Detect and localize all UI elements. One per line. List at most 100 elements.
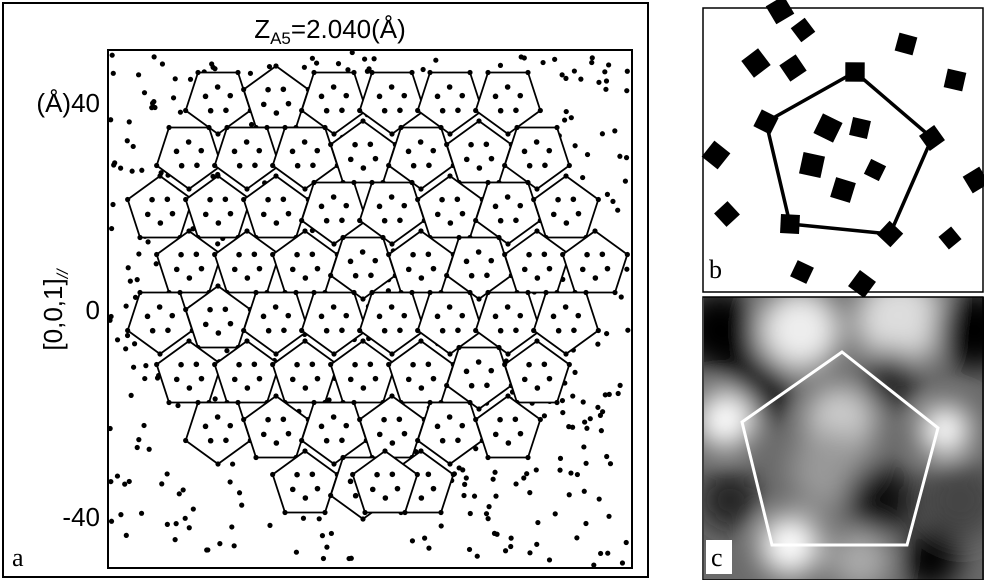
atom-dot — [227, 93, 233, 99]
atom-dot — [286, 211, 292, 217]
atom-dot — [122, 482, 127, 487]
vertex-dot — [505, 241, 510, 246]
atom-dot — [377, 204, 383, 210]
vertex-dot — [418, 448, 423, 453]
atom-dot — [237, 490, 242, 495]
atom-dot — [303, 385, 309, 391]
atom-dot — [526, 362, 532, 368]
atom-dot — [125, 138, 130, 143]
atom-dot — [563, 76, 568, 81]
atom-dot — [368, 272, 374, 278]
vertex-dot — [183, 307, 188, 312]
atom-dot — [124, 303, 129, 308]
atom-dot — [624, 155, 629, 160]
atom-dot — [534, 542, 539, 547]
vertex-dot — [340, 235, 345, 240]
atom-dot — [267, 523, 272, 528]
atom-dot — [382, 108, 388, 114]
vertex-dot — [206, 125, 211, 130]
atom-dot — [194, 251, 200, 257]
vertex-dot — [186, 186, 191, 191]
vertex-dot — [567, 163, 572, 168]
vertex-dot — [473, 108, 478, 113]
vertex-dot — [386, 163, 391, 168]
atom-dot — [256, 148, 262, 154]
atom-dot — [331, 414, 337, 420]
vertex-dot — [389, 351, 394, 356]
atom-dot — [371, 56, 376, 61]
atom-dot — [257, 266, 263, 272]
y-axis-sub: // — [55, 268, 72, 279]
atom-dot — [274, 440, 280, 446]
atom-dot — [160, 61, 165, 66]
atom-dot — [324, 218, 330, 224]
atom-dot — [513, 107, 519, 113]
atom-dot — [245, 385, 251, 391]
atom-dot — [418, 139, 424, 145]
vertex-dot — [293, 290, 298, 295]
vertex-dot — [215, 131, 220, 136]
atom-dot — [215, 241, 220, 246]
atom-dot — [343, 203, 349, 209]
vertex-dot — [195, 70, 200, 75]
atom-dot — [139, 511, 144, 516]
atom-dot — [462, 482, 467, 487]
atom-dot — [155, 375, 160, 380]
atom-dot — [223, 306, 229, 312]
atom-dot — [406, 267, 412, 273]
atom-dot — [617, 154, 622, 159]
atom-dot — [553, 511, 558, 516]
atom-dot — [174, 267, 180, 273]
atom-dot — [575, 472, 580, 477]
atom-dot — [215, 84, 221, 90]
vertex-dot — [525, 180, 530, 185]
atom-dot — [187, 275, 193, 281]
atom-dot — [207, 197, 213, 203]
vertex-dot — [340, 455, 345, 460]
atom-dot — [118, 166, 123, 171]
atom-dot — [421, 67, 426, 72]
vertex-dot — [186, 228, 191, 233]
vertex-dot — [418, 228, 423, 233]
atom-dot — [319, 424, 325, 430]
atom-dot — [301, 516, 306, 521]
atom-dot — [598, 551, 603, 556]
atom-dot — [158, 220, 164, 226]
atom-dot — [212, 66, 217, 71]
atom-dot — [143, 363, 148, 368]
vertex-dot — [563, 351, 568, 356]
atom-dot — [624, 88, 629, 93]
atom-dot — [232, 543, 237, 548]
atom-dot — [455, 107, 461, 113]
atom-dot — [486, 504, 491, 509]
atom-dot — [593, 275, 599, 281]
atom-dot — [598, 413, 603, 418]
atom-dot — [589, 60, 594, 65]
atom-dot — [319, 204, 325, 210]
atom-dot — [497, 417, 503, 423]
vertex-dot — [302, 186, 307, 191]
atom-dot — [562, 117, 567, 122]
atom-dot — [265, 417, 271, 423]
vertex-dot — [485, 180, 490, 185]
atom-dot — [389, 84, 395, 90]
atom-dot — [261, 212, 267, 218]
vertex-dot — [328, 493, 333, 498]
atom-dot — [535, 520, 540, 525]
atom-dot — [604, 454, 609, 459]
vertex-dot — [409, 180, 414, 185]
vertex-dot — [270, 472, 275, 477]
atom-dot — [505, 84, 511, 90]
vertex-dot — [125, 328, 130, 333]
vertex-dot — [583, 290, 588, 295]
atom-dot — [596, 80, 601, 85]
atom-dot — [230, 461, 235, 466]
atom-dot — [315, 376, 321, 382]
atom-dot — [509, 536, 514, 541]
figure: ZA5=2.040(Å) (Å)40 0 -40 [0,0,1]// a b c — [0, 0, 984, 580]
atom-dot — [186, 139, 192, 145]
atom-dot — [194, 361, 200, 367]
atom-dot — [204, 547, 209, 552]
vertex-dot — [224, 125, 229, 130]
atom-dot — [522, 267, 528, 273]
